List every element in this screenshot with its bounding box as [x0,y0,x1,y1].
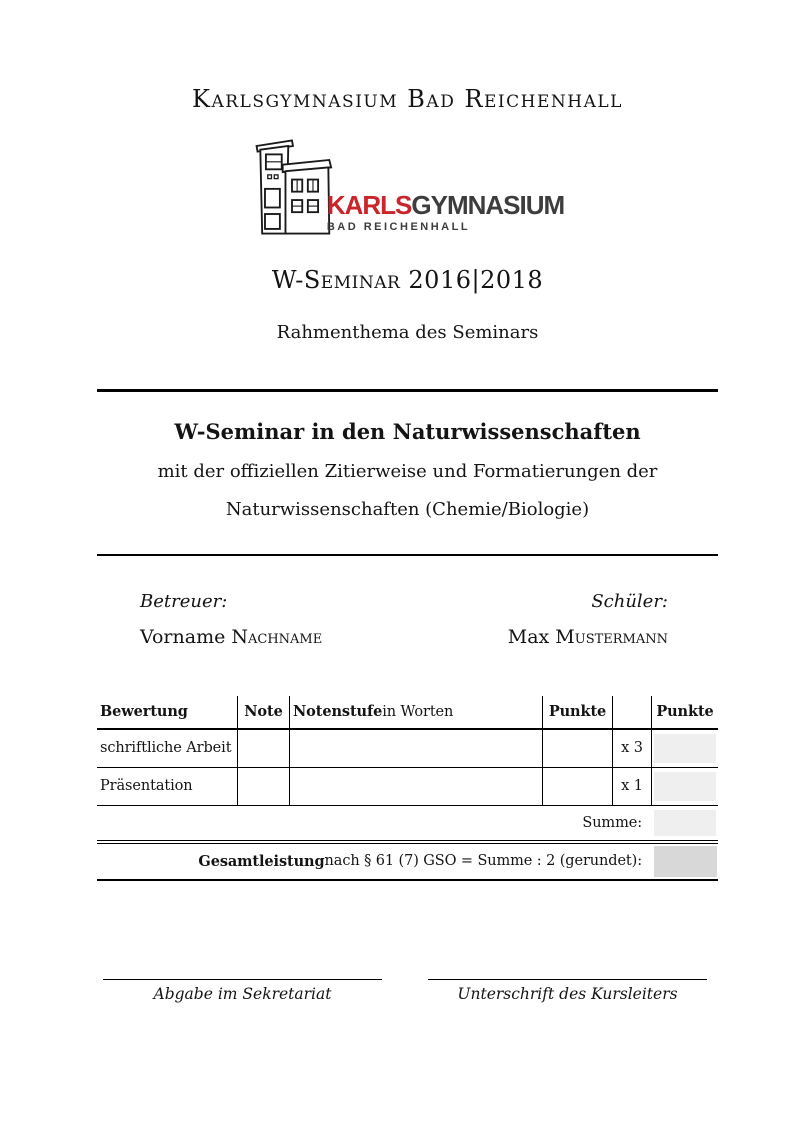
supervisor-label: Betreuer: [140,590,228,612]
supervisor-last-name: Nachname [231,625,323,648]
gesamtleistung-result-cell [652,844,718,881]
school-logo: KARLSGYMNASIUM BAD REICHENHALL [97,138,718,242]
row-label-praesentation: Präsentation [97,767,238,806]
seminar-year-title: W-Seminar 2016|2018 [271,265,544,294]
student-last-name: Mustermann [555,625,668,648]
row1-result-box [654,733,716,763]
row1-result-cell [652,730,718,768]
row2-note-field [238,767,290,806]
signature-left: Abgabe im Sekretariat [103,978,382,1003]
divider-bottom-rule [97,553,718,556]
divider-top-rule [97,388,718,392]
page-content: Karlsgymnasium Bad Reichenhall [97,0,718,1003]
gesamtleistung-label: Gesamtleistung nach § 61 (7) GSO = Summe… [97,844,652,881]
summe-result-cell [652,806,718,844]
supervisor-block: Betreuer: Vorname Nachname [140,591,322,648]
logo-brand-line: KARLSGYMNASIUM [326,189,565,220]
header-bewertung: Bewertung [97,695,238,730]
seminar-theme-label: Rahmenthema des Seminars [276,321,539,343]
signature-left-label: Abgabe im Sekretariat [153,984,332,1003]
summe-result-box [654,809,716,836]
gesamtleistung-label-bold: Gesamtleistung [198,852,325,870]
grading-table: Bewertung Note Notenstufe in Worten Punk… [97,695,718,881]
gesamtleistung-result-box [654,845,717,877]
logo-brand-gymnasium: GYMNASIUM [411,189,565,220]
row2-punkte-field [543,767,613,806]
student-block: Schüler: Max Mustermann [508,591,668,648]
school-building-icon [251,136,333,242]
supervisor-first-name: Vorname [140,625,232,648]
row1-notenstufe-field [290,729,543,768]
topic-title: W-Seminar in den Naturwissenschaften [174,418,641,444]
topic-subtitle-line2: Naturwissenschaften (Chemie/Biologie) [225,498,590,520]
row-label-schriftliche-arbeit: schriftliche Arbeit [97,729,238,768]
header-multiplier-spacer [613,695,652,730]
logo-wordmark: KARLSGYMNASIUM BAD REICHENHALL [326,189,565,242]
header-punkte: Punkte [543,695,613,730]
student-label: Schüler: [591,590,668,612]
topic-subtitle-line1: mit der offiziellen Zitierweise und Form… [157,460,658,482]
signature-right-line [428,978,707,980]
row2-result-cell [652,768,718,806]
row2-notenstufe-field [290,767,543,806]
signature-right-label: Unterschrift des Kursleiters [457,984,678,1003]
school-title: Karlsgymnasium Bad Reichenhall [192,85,623,113]
header-notenstufe-bold: Notenstufe [293,703,383,721]
student-name: Max Mustermann [508,626,668,648]
row1-note-field [238,729,290,768]
row1-multiplier: x 3 [613,729,652,768]
signature-left-line [103,978,382,980]
logo-brand-karls: KARLS [326,189,413,220]
header-note: Note [238,695,290,730]
signature-right: Unterschrift des Kursleiters [428,978,707,1003]
logo-brand-subtitle: BAD REICHENHALL [326,220,471,233]
row1-punkte-field [543,729,613,768]
people-row: Betreuer: Vorname Nachname Schüler: Max … [97,591,718,648]
gesamtleistung-label-rest: nach § 61 (7) GSO = Summe : 2 (gerundet)… [324,853,643,870]
signature-row: Abgabe im Sekretariat Unterschrift des K… [97,978,718,1003]
student-first-name: Max [507,625,556,648]
header-punkte-final: Punkte [652,696,718,730]
header-notenstufe-rest: in Worten [382,703,454,720]
row2-result-box [654,771,716,801]
topic-block: W-Seminar in den Naturwissenschaften mit… [97,392,718,554]
header-notenstufe: Notenstufe in Worten [290,695,543,730]
supervisor-name: Vorname Nachname [140,626,322,648]
summe-label: Summe: [97,806,652,844]
row2-multiplier: x 1 [613,767,652,806]
